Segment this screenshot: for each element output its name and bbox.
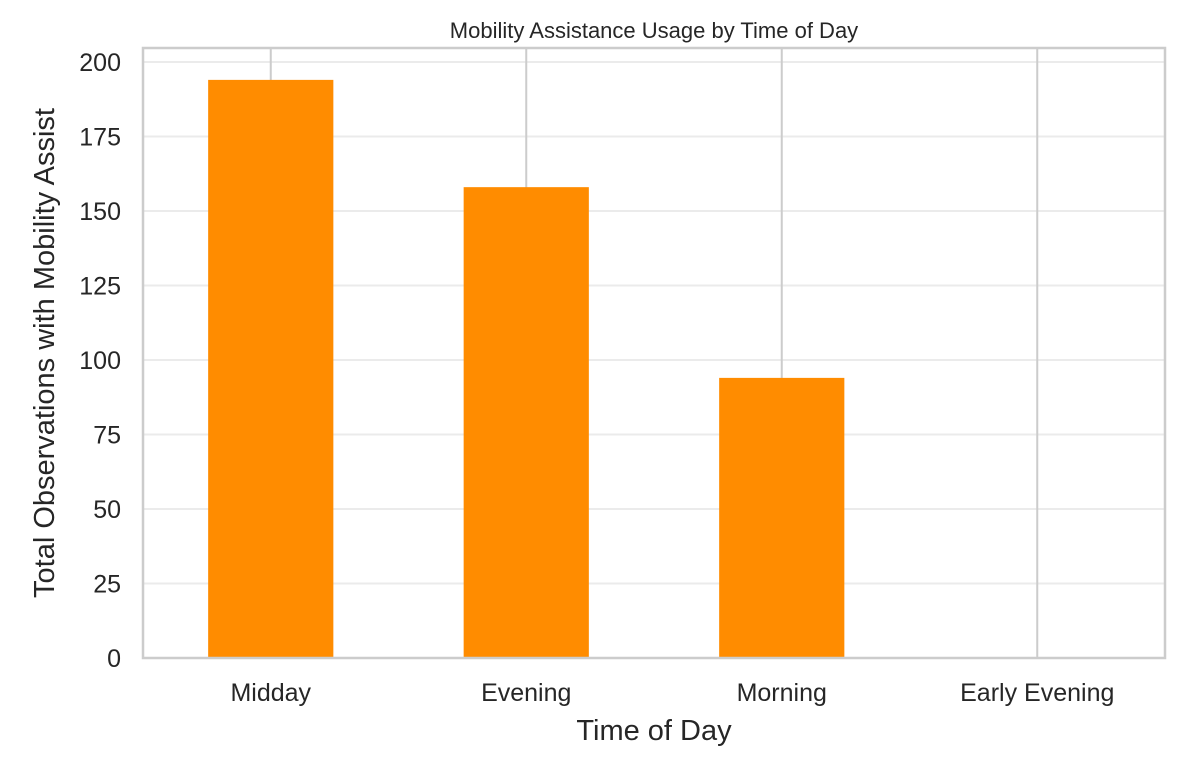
vertical-gridlines: [269, 48, 1039, 658]
x-tick-labels: Midday Evening Morning Early Evening: [230, 679, 1114, 707]
y-tick-label: 150: [79, 198, 121, 226]
bar-evening: [463, 187, 589, 658]
x-tick-label: Early Evening: [960, 679, 1114, 707]
x-tick-label: Evening: [481, 679, 571, 707]
y-tick-label: 200: [79, 49, 121, 77]
y-tick-labels: 0 25 50 75 100 125 150 175 200: [79, 49, 121, 673]
x-axis-label: Time of Day: [576, 715, 732, 747]
y-tick-label: 25: [93, 571, 121, 599]
plot-frame: [141, 46, 1167, 660]
bar-morning: [719, 377, 845, 658]
y-tick-label: 0: [107, 645, 121, 673]
x-tick-label: Morning: [737, 679, 827, 707]
y-tick-label: 75: [93, 422, 121, 450]
chart-title: Mobility Assistance Usage by Time of Day: [450, 18, 858, 43]
y-tick-label: 175: [79, 124, 121, 152]
y-axis-label: Total Observations with Mobility Assist: [29, 108, 61, 598]
x-tick-label: Midday: [230, 679, 311, 707]
bars: [208, 79, 845, 658]
y-tick-label: 100: [79, 347, 121, 375]
y-tick-label: 50: [93, 496, 121, 524]
y-tick-label: 125: [79, 273, 121, 301]
bar-midday: [208, 79, 334, 658]
